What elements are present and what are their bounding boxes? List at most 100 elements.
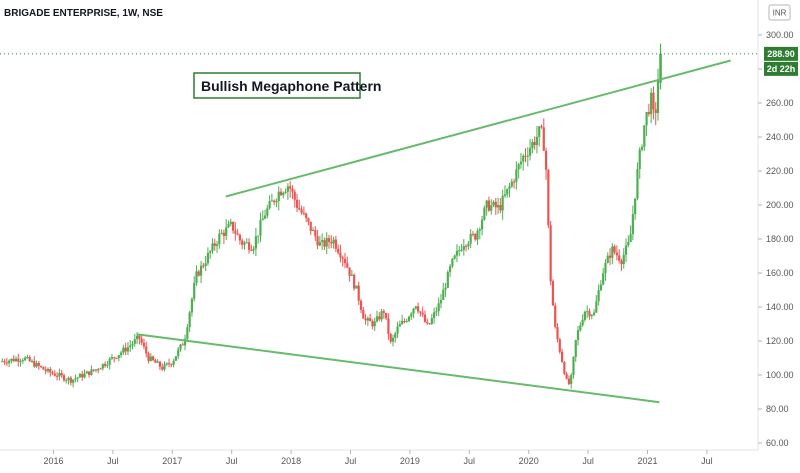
time-tick-label: Jul — [464, 456, 476, 466]
candle-body — [576, 330, 580, 341]
candle-body — [503, 194, 507, 196]
candle-body — [515, 169, 518, 182]
candle-body — [220, 232, 223, 234]
candle-body — [56, 375, 59, 377]
candle-body — [156, 361, 159, 363]
candle-body — [26, 356, 29, 358]
candle-body — [49, 369, 52, 373]
candle-body — [165, 363, 168, 365]
candle-body — [257, 235, 260, 237]
candle-body — [650, 92, 653, 115]
candle-body — [496, 205, 500, 208]
trendline-upper[interactable] — [225, 59, 731, 198]
candle-body — [624, 245, 628, 255]
candle-body — [289, 186, 292, 189]
candle-body — [327, 238, 331, 243]
candle-body — [522, 155, 525, 162]
candle-body — [10, 358, 13, 361]
currency-button[interactable]: INR — [768, 4, 791, 21]
candle-body — [284, 191, 287, 193]
candle-body — [549, 225, 552, 282]
candle-body — [263, 215, 267, 219]
candle-body — [24, 357, 27, 361]
candle-body — [581, 319, 584, 326]
candle-body — [197, 271, 200, 276]
candle-body — [485, 200, 488, 208]
candle-body — [19, 360, 22, 362]
candle-body — [186, 327, 189, 339]
candle-body — [204, 263, 207, 267]
time-tick-label: Jul — [701, 456, 713, 466]
trendline-lower[interactable] — [136, 333, 660, 404]
time-tick-label: 2020 — [519, 456, 539, 466]
currency-button-frame — [768, 4, 791, 21]
candle-body — [378, 316, 381, 320]
candle-body — [3, 361, 6, 363]
candle-body — [560, 351, 564, 363]
candle-body — [391, 337, 395, 342]
candle-body — [241, 240, 244, 245]
candle-body — [608, 255, 612, 258]
candle-body — [389, 334, 392, 342]
candle-body — [199, 265, 203, 276]
candle-body — [540, 126, 543, 128]
candle-body — [602, 273, 605, 285]
candle-body — [464, 246, 468, 248]
candle-body — [124, 347, 127, 352]
candle-body — [231, 221, 235, 231]
candle-body — [533, 141, 536, 146]
candle-body — [558, 339, 561, 352]
candle-body — [430, 318, 433, 324]
candle-body — [135, 335, 139, 340]
candle-body — [421, 312, 424, 315]
candle-body — [343, 258, 347, 264]
candle-body — [407, 316, 411, 322]
candle-body — [238, 234, 242, 241]
candle-body — [618, 255, 621, 261]
candle-body — [92, 369, 95, 371]
candle-body — [613, 246, 616, 253]
candle-body — [508, 186, 511, 189]
candle-body — [622, 254, 625, 265]
candle-body — [643, 125, 646, 147]
candle-body — [512, 181, 516, 183]
candle-body — [462, 246, 465, 251]
candle-body — [8, 360, 11, 364]
time-tick-label: Jul — [582, 456, 594, 466]
candle-body — [44, 369, 47, 372]
candle-body — [595, 301, 598, 313]
candle-body — [282, 192, 285, 196]
candle-body — [277, 191, 280, 202]
time-tick-label: Jul — [226, 456, 238, 466]
candle-body — [567, 378, 571, 385]
candle-body — [364, 318, 367, 321]
candle-series — [1, 43, 662, 389]
candle-body — [119, 352, 123, 356]
candle-body — [83, 373, 86, 378]
price-tick-label: 220.00 — [766, 166, 794, 176]
candle-body — [446, 271, 449, 288]
candle-body — [414, 306, 417, 309]
candle-body — [579, 325, 582, 331]
candle-body — [528, 148, 532, 156]
price-tick-label: 80.00 — [766, 404, 789, 414]
candle-body — [174, 356, 178, 361]
candle-body — [28, 356, 31, 362]
candle-body — [222, 232, 226, 236]
candle-body — [455, 250, 459, 256]
candle-body — [620, 260, 623, 265]
candle-body — [499, 205, 502, 211]
candle-body — [5, 362, 8, 364]
candle-body — [492, 201, 495, 206]
candle-body — [460, 250, 463, 252]
candle-body — [341, 257, 344, 259]
candle-body — [302, 212, 305, 214]
candle-body — [535, 136, 539, 146]
candle-body — [293, 191, 296, 200]
currency-label: INR — [773, 9, 787, 18]
candle-body — [213, 243, 216, 246]
candle-body — [334, 239, 337, 249]
candle-body — [133, 339, 136, 344]
candle-body — [227, 224, 230, 228]
